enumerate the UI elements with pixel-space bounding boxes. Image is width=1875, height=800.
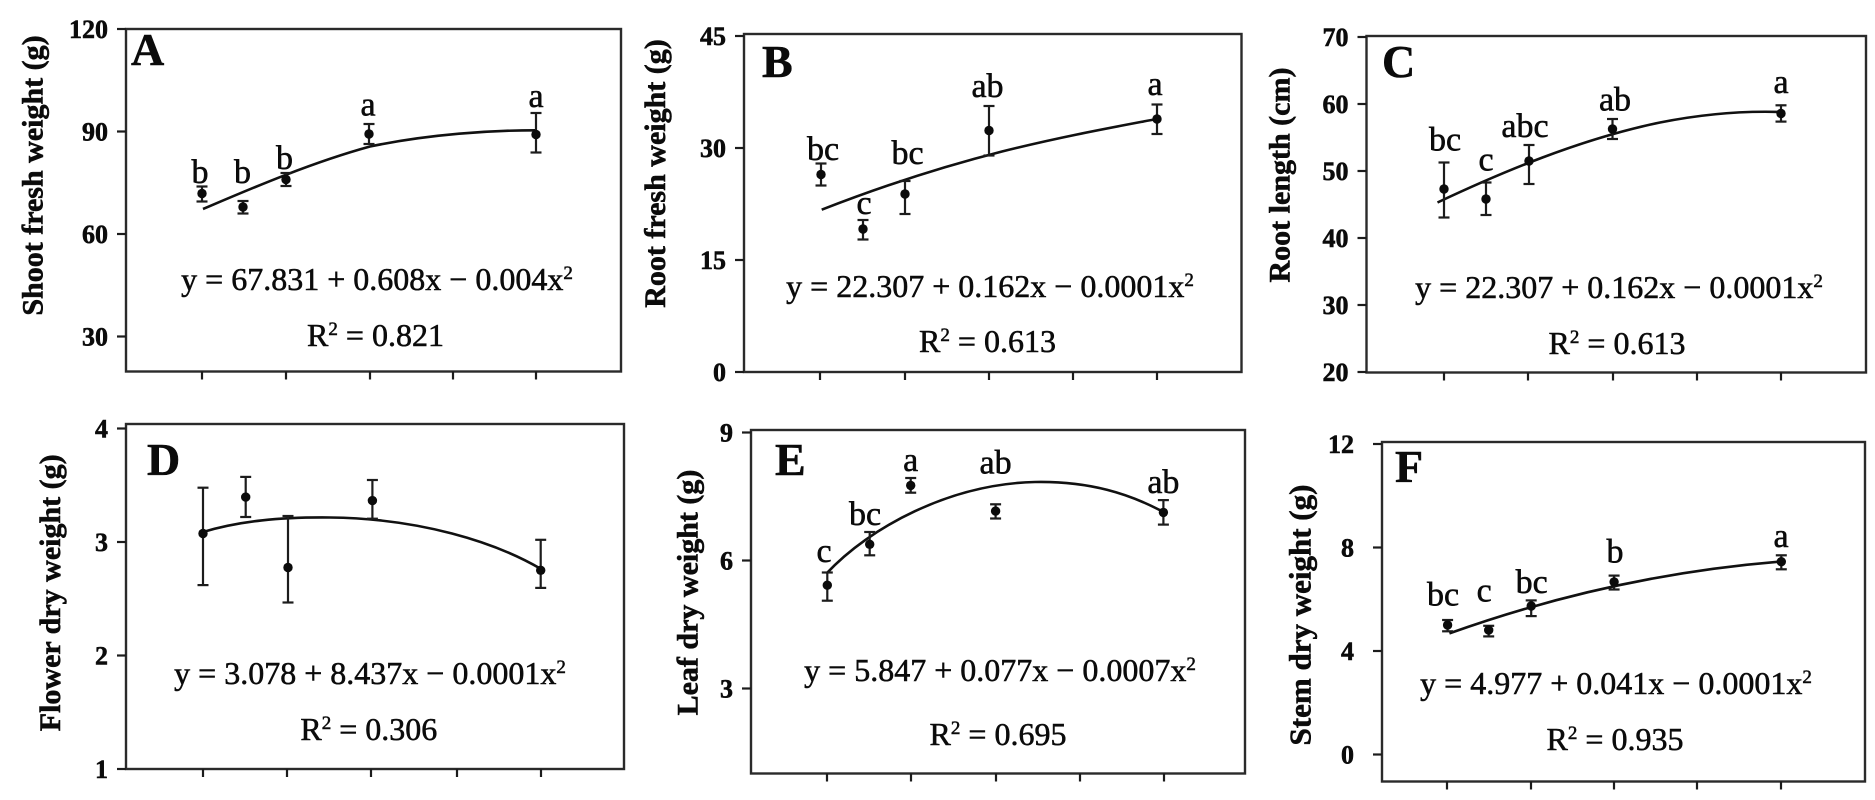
svg-text:R2 = 0.821: R2 = 0.821 <box>307 317 444 353</box>
svg-text:60: 60 <box>1323 90 1349 119</box>
svg-text:a: a <box>1147 66 1162 103</box>
svg-text:E: E <box>775 434 806 485</box>
svg-text:c: c <box>856 185 871 222</box>
svg-text:90: 90 <box>82 118 108 147</box>
svg-text:bc: bc <box>1516 564 1548 601</box>
svg-text:30: 30 <box>700 134 726 163</box>
svg-text:15: 15 <box>700 246 726 275</box>
svg-text:R2 = 0.935: R2 = 0.935 <box>1547 721 1684 757</box>
svg-text:a: a <box>1773 64 1788 101</box>
svg-text:2: 2 <box>95 642 108 671</box>
svg-text:40: 40 <box>1323 224 1349 253</box>
svg-text:ab: ab <box>1147 464 1179 501</box>
svg-text:8: 8 <box>1341 534 1354 563</box>
svg-text:4: 4 <box>95 415 108 444</box>
svg-text:bc: bc <box>1427 577 1459 614</box>
svg-text:Shoot fresh weight (g): Shoot fresh weight (g) <box>17 35 50 315</box>
svg-text:R2 = 0.613: R2 = 0.613 <box>1549 325 1686 361</box>
svg-text:D: D <box>147 434 180 485</box>
svg-text:9: 9 <box>720 419 733 448</box>
svg-text:0: 0 <box>713 358 726 387</box>
svg-text:C: C <box>1382 36 1415 87</box>
svg-text:Root fresh weight (g): Root fresh weight (g) <box>639 39 672 308</box>
svg-text:20: 20 <box>1323 358 1349 387</box>
svg-text:4: 4 <box>1341 637 1354 666</box>
svg-text:3: 3 <box>95 528 108 557</box>
svg-text:abc: abc <box>1501 108 1548 145</box>
svg-text:c: c <box>1478 142 1493 179</box>
svg-text:y = 5.847 + 0.077x − 0.0007x2: y = 5.847 + 0.077x − 0.0007x2 <box>804 652 1196 688</box>
svg-text:bc: bc <box>807 131 839 168</box>
svg-text:b: b <box>276 140 293 177</box>
svg-text:12: 12 <box>1328 430 1354 459</box>
svg-text:bc: bc <box>1429 122 1461 159</box>
svg-text:y = 3.078 + 8.437x − 0.0001x2: y = 3.078 + 8.437x − 0.0001x2 <box>174 655 566 691</box>
svg-text:Leaf dry weight (g): Leaf dry weight (g) <box>672 470 705 716</box>
svg-text:y = 22.307 + 0.162x − 0.0001x2: y = 22.307 + 0.162x − 0.0001x2 <box>1415 269 1823 305</box>
svg-text:b: b <box>234 154 251 191</box>
svg-text:50: 50 <box>1323 157 1349 186</box>
svg-text:bc: bc <box>849 496 881 533</box>
svg-text:ab: ab <box>980 445 1012 482</box>
svg-text:a: a <box>1773 518 1788 555</box>
svg-text:y = 4.977 + 0.041x − 0.0001x2: y = 4.977 + 0.041x − 0.0001x2 <box>1420 665 1812 701</box>
svg-text:6: 6 <box>720 547 733 576</box>
svg-text:60: 60 <box>82 220 108 249</box>
svg-text:c: c <box>1477 573 1492 610</box>
svg-text:70: 70 <box>1323 23 1349 52</box>
svg-text:R2 = 0.613: R2 = 0.613 <box>919 323 1056 359</box>
svg-text:R2 = 0.306: R2 = 0.306 <box>300 711 437 747</box>
svg-text:bc: bc <box>891 135 923 172</box>
svg-text:30: 30 <box>1323 291 1349 320</box>
svg-text:y = 67.831 + 0.608x − 0.004x2: y = 67.831 + 0.608x − 0.004x2 <box>181 261 573 297</box>
svg-text:Root length (cm): Root length (cm) <box>1264 68 1297 283</box>
svg-text:F: F <box>1395 441 1423 492</box>
svg-text:Flower dry weight (g): Flower dry weight (g) <box>34 454 67 731</box>
svg-text:ab: ab <box>971 68 1003 105</box>
svg-text:a: a <box>360 87 375 124</box>
svg-text:Stem dry weight (g): Stem dry weight (g) <box>1283 485 1318 746</box>
svg-text:b: b <box>192 154 209 191</box>
svg-text:y = 22.307 + 0.162x − 0.0001x2: y = 22.307 + 0.162x − 0.0001x2 <box>786 268 1194 304</box>
svg-text:45: 45 <box>700 22 726 51</box>
svg-text:1: 1 <box>95 755 108 784</box>
svg-text:a: a <box>903 442 918 479</box>
svg-text:3: 3 <box>720 675 733 704</box>
svg-text:R2 = 0.695: R2 = 0.695 <box>930 716 1067 752</box>
svg-text:b: b <box>1607 534 1624 571</box>
svg-text:c: c <box>816 533 831 570</box>
svg-text:120: 120 <box>69 15 108 44</box>
svg-text:0: 0 <box>1341 741 1354 770</box>
svg-text:a: a <box>528 78 543 115</box>
svg-text:B: B <box>762 36 793 87</box>
svg-text:30: 30 <box>82 323 108 352</box>
svg-text:A: A <box>131 24 164 75</box>
svg-text:ab: ab <box>1599 82 1631 119</box>
